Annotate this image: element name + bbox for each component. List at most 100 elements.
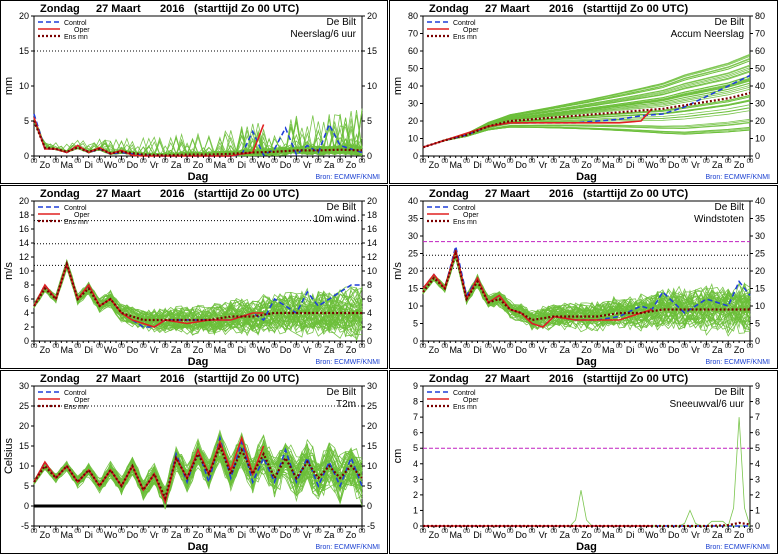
x-day-label: Ma bbox=[61, 530, 74, 540]
y-tick-label: 10 bbox=[19, 266, 29, 276]
x-day-label: Do bbox=[668, 530, 680, 540]
panel-header-date: 27 Maart bbox=[96, 373, 141, 385]
x-hour-label: 00 bbox=[162, 344, 169, 350]
x-hour-label: 00 bbox=[747, 529, 754, 535]
x-hour-label: 00 bbox=[550, 529, 557, 535]
x-day-label: Zo bbox=[429, 345, 440, 355]
y-tick-label: 5 bbox=[413, 319, 418, 329]
source-label: Bron: ECMWF/KNMI bbox=[705, 544, 770, 551]
y-tick-label: 15 bbox=[19, 46, 29, 56]
x-day-label: Di bbox=[473, 345, 482, 355]
x-day-label: Za bbox=[171, 530, 182, 540]
x-hour-label: 00 bbox=[31, 344, 38, 350]
x-day-label: Di bbox=[237, 160, 246, 170]
x-hour-label: 00 bbox=[681, 159, 688, 165]
y2-tick-label: 7 bbox=[755, 412, 760, 422]
y-axis-label: m/s bbox=[392, 262, 404, 280]
x-hour-label: 00 bbox=[293, 344, 300, 350]
y2-tick-label: 0 bbox=[755, 151, 760, 161]
y-tick-label: 20 bbox=[19, 421, 29, 431]
x-hour-label: 00 bbox=[572, 529, 579, 535]
y-axis-label: mm bbox=[3, 77, 15, 95]
x-hour-label: 00 bbox=[703, 159, 710, 165]
x-hour-label: 00 bbox=[441, 159, 448, 165]
legend-oper-label: Oper bbox=[463, 397, 479, 404]
source-label: Bron: ECMWF/KNMI bbox=[315, 544, 380, 551]
x-hour-label: 00 bbox=[485, 529, 492, 535]
x-hour-label: 00 bbox=[162, 159, 169, 165]
x-day-label: Do bbox=[280, 160, 292, 170]
x-day-label: Zo bbox=[429, 160, 440, 170]
x-day-label: Do bbox=[127, 160, 139, 170]
x-hour-label: 00 bbox=[638, 159, 645, 165]
x-hour-label: 00 bbox=[271, 344, 278, 350]
x-hour-label: 00 bbox=[337, 159, 344, 165]
x-day-label: Do bbox=[515, 160, 527, 170]
y-tick-label: 40 bbox=[408, 196, 418, 206]
x-hour-label: 00 bbox=[118, 344, 125, 350]
legend-ensmn-label: Ens mn bbox=[64, 34, 88, 41]
chart-panel-t2m: Zondag 27 Maart 2016 (starttijd Zo 00 UTC) -… bbox=[0, 370, 388, 554]
x-day-label: Di bbox=[626, 160, 635, 170]
x-day-label: Vr bbox=[539, 530, 548, 540]
chart-panel-precip: Zondag 27 Maart 2016 (starttijd Zo 00 UTC) 0… bbox=[0, 0, 388, 184]
x-hour-label: 00 bbox=[271, 159, 278, 165]
x-hour-label: 00 bbox=[550, 344, 557, 350]
y-tick-label: 8 bbox=[413, 397, 418, 407]
y2-tick-label: 5 bbox=[367, 116, 372, 126]
y2-tick-label: 6 bbox=[755, 428, 760, 438]
y2-tick-label: 18 bbox=[367, 210, 377, 220]
ensemble-member-line bbox=[33, 259, 363, 319]
x-hour-label: 00 bbox=[337, 344, 344, 350]
x-hour-label: 00 bbox=[140, 344, 147, 350]
x-day-label: Di bbox=[473, 530, 482, 540]
x-hour-label: 00 bbox=[315, 344, 322, 350]
x-day-label: Wo bbox=[493, 345, 506, 355]
x-axis-label: Dag bbox=[576, 356, 597, 368]
x-day-label: Ma bbox=[61, 345, 74, 355]
x-day-label: Ma bbox=[602, 530, 615, 540]
x-day-label: Di bbox=[237, 345, 246, 355]
y-tick-label: 1 bbox=[413, 505, 418, 515]
y-tick-label: 4 bbox=[413, 459, 418, 469]
y-tick-label: 20 bbox=[408, 266, 418, 276]
x-hour-label: 00 bbox=[463, 344, 470, 350]
y2-tick-label: 25 bbox=[367, 401, 377, 411]
panel-header-date: 27 Maart bbox=[485, 188, 530, 200]
x-hour-label: 00 bbox=[681, 529, 688, 535]
panel-header-year: 2016 bbox=[549, 373, 573, 385]
x-hour-label: 00 bbox=[315, 529, 322, 535]
x-hour-label: 00 bbox=[747, 159, 754, 165]
x-day-label: Wo bbox=[257, 530, 270, 540]
x-day-label: Za bbox=[559, 160, 570, 170]
x-day-label: Zo bbox=[429, 530, 440, 540]
x-day-label: Ma bbox=[449, 530, 462, 540]
legend-oper-label: Oper bbox=[463, 27, 479, 34]
panel-header-year: 2016 bbox=[549, 188, 573, 200]
y-axis-label: cm bbox=[392, 449, 404, 464]
y2-tick-label: 1 bbox=[755, 505, 760, 515]
x-hour-label: 00 bbox=[485, 159, 492, 165]
y-tick-label: 6 bbox=[413, 428, 418, 438]
y2-tick-label: 10 bbox=[367, 266, 377, 276]
y2-tick-label: 8 bbox=[367, 280, 372, 290]
x-day-label: Zo bbox=[346, 345, 357, 355]
y2-tick-label: 2 bbox=[367, 322, 372, 332]
x-day-label: Za bbox=[712, 160, 723, 170]
x-hour-label: 00 bbox=[96, 159, 103, 165]
y-tick-label: 70 bbox=[408, 29, 418, 39]
x-day-label: Wo bbox=[257, 160, 270, 170]
x-day-label: Zo bbox=[734, 345, 745, 355]
legend-oper-label: Oper bbox=[74, 27, 90, 34]
y-tick-label: 10 bbox=[408, 134, 418, 144]
panel-header-date: 27 Maart bbox=[96, 188, 141, 200]
panel-header-runinfo: (starttijd Zo 00 UTC) bbox=[583, 373, 688, 385]
x-day-label: Za bbox=[171, 160, 182, 170]
legend-control-label: Control bbox=[64, 390, 87, 397]
y2-tick-label: 25 bbox=[755, 249, 765, 259]
legend-control-label: Control bbox=[453, 390, 476, 397]
x-day-label: Vr bbox=[691, 345, 700, 355]
y2-tick-label: 10 bbox=[367, 81, 377, 91]
x-day-label: Do bbox=[668, 160, 680, 170]
